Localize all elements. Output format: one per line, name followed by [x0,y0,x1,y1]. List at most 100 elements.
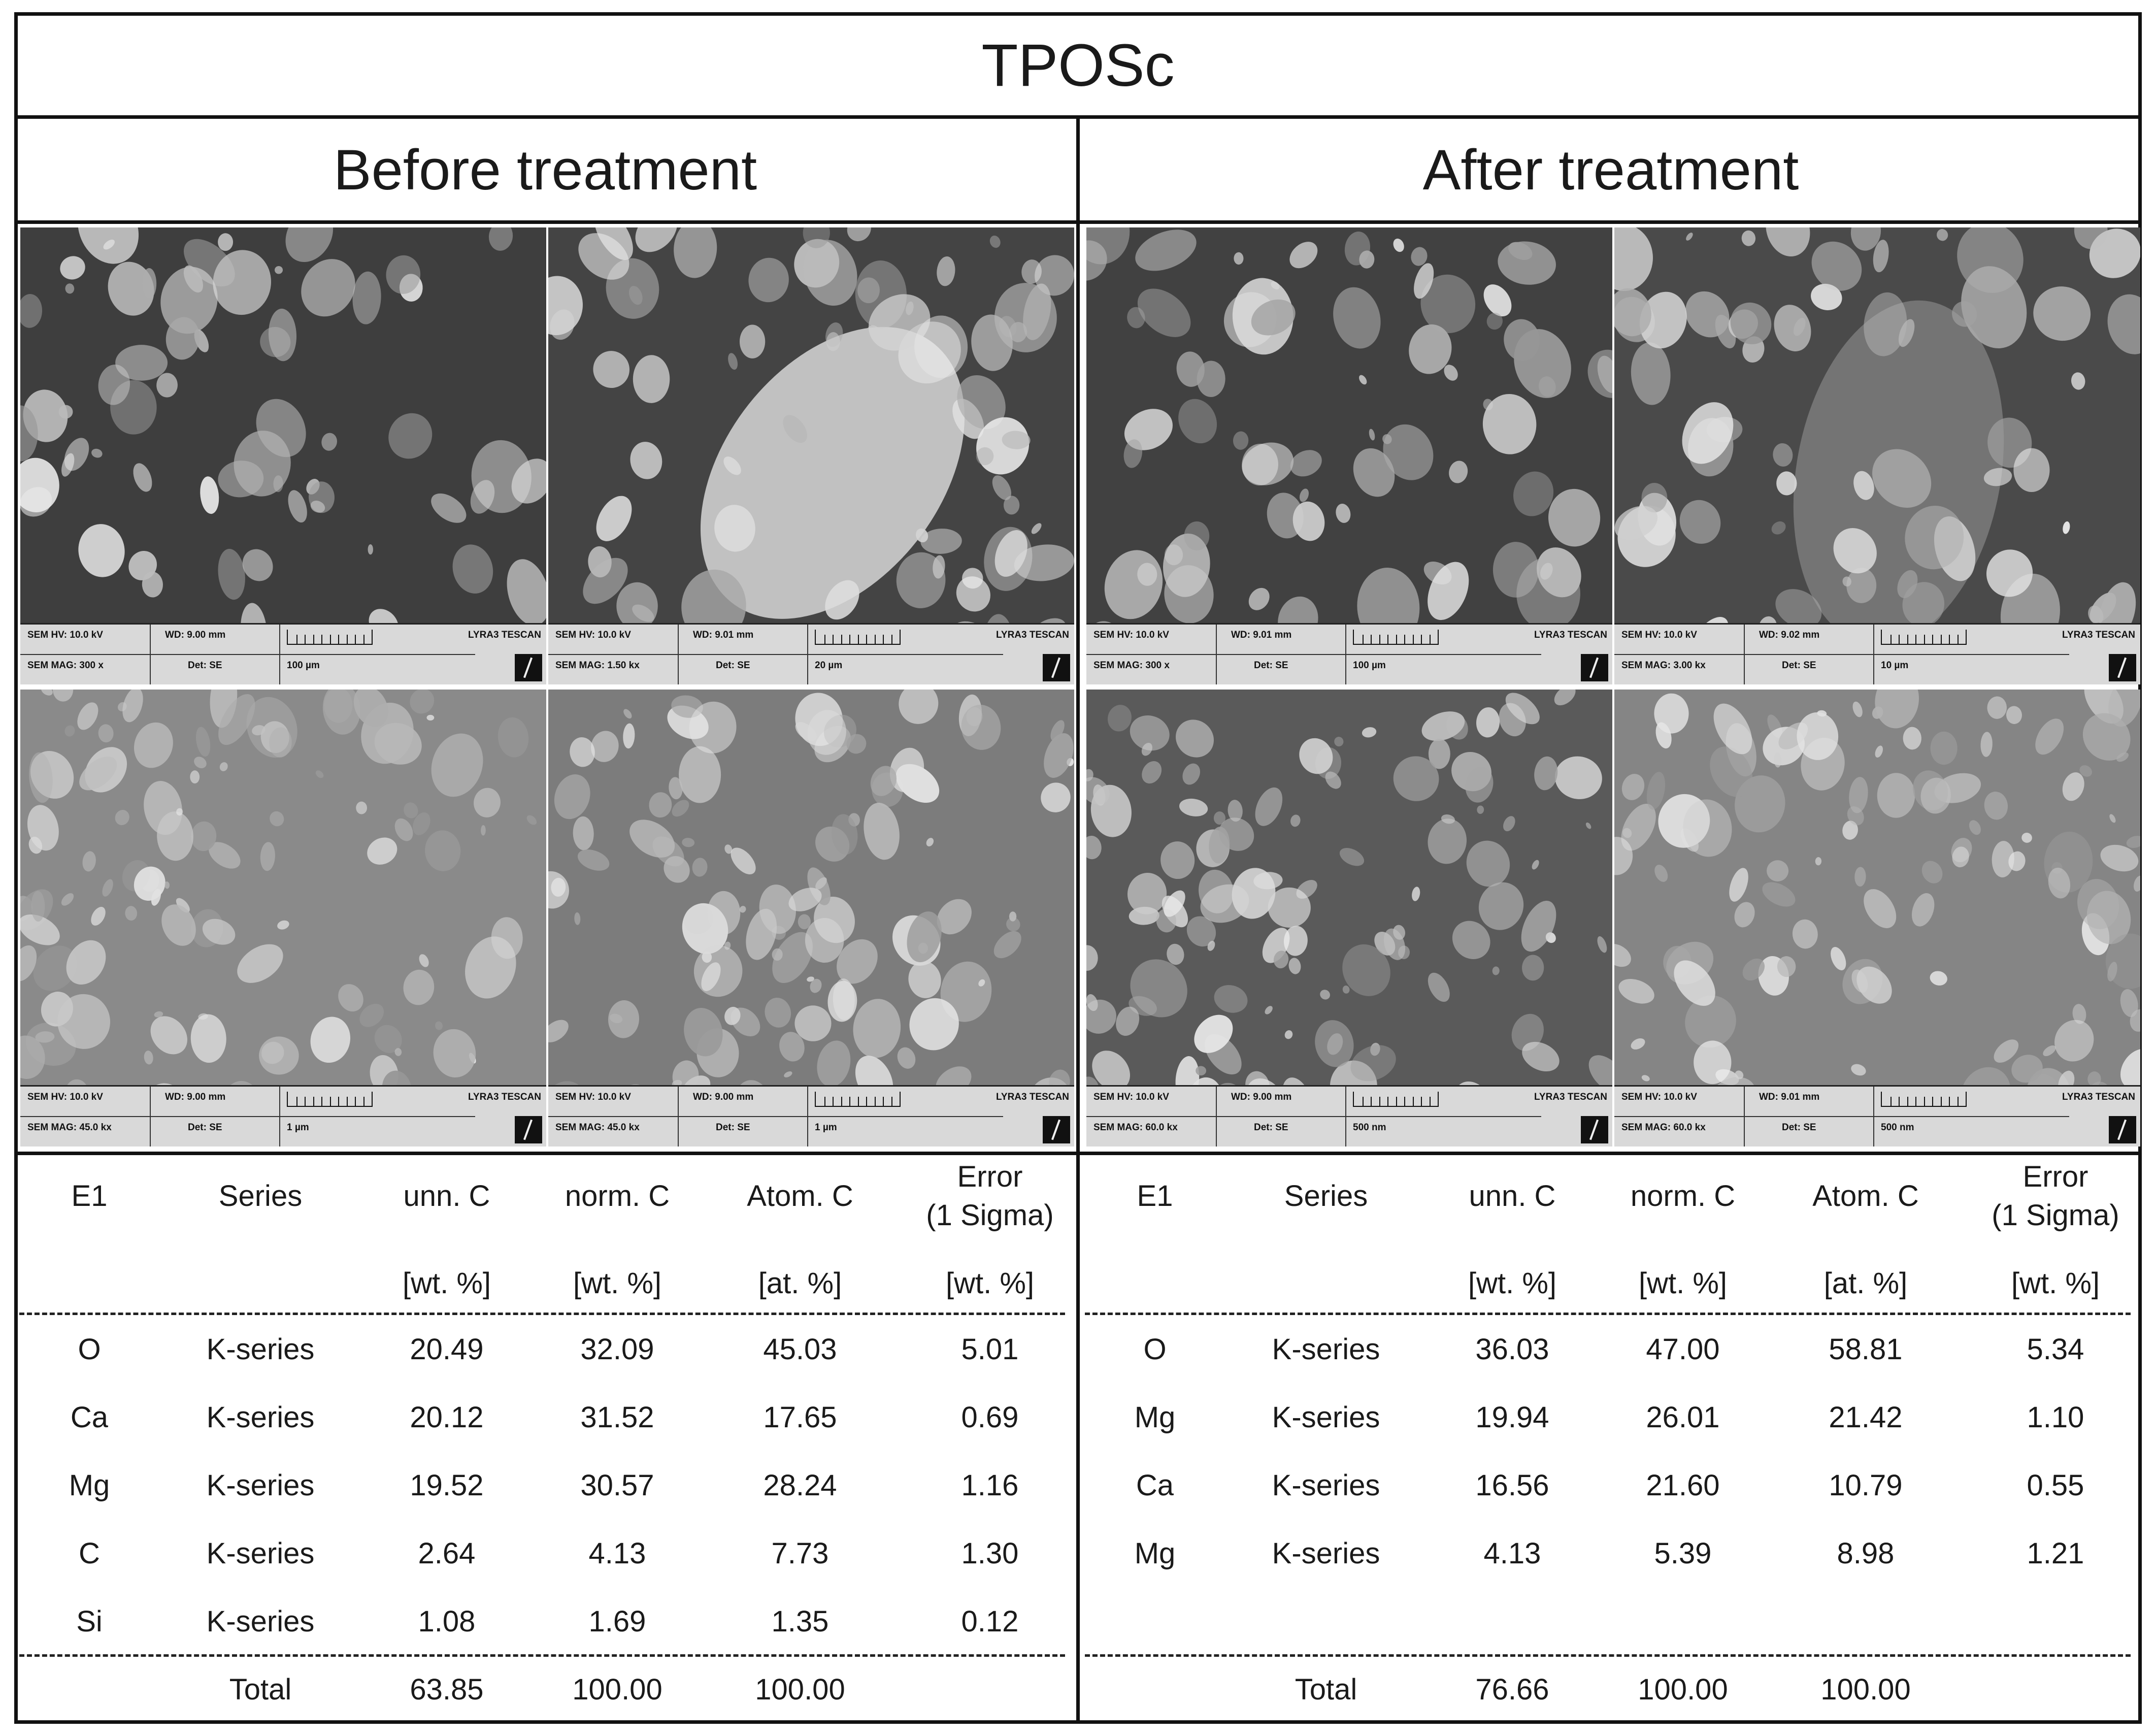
info-separator [1614,654,2069,655]
table-cell: 4.13 [588,1537,646,1570]
table-cell: 1.69 [588,1605,646,1638]
table-cell: 7.73 [771,1537,829,1570]
table-cell: C [79,1537,100,1570]
unit-label: [wt. %] [1638,1267,1728,1300]
sem-hv-label: SEM HV: 10.0 kV [555,630,631,640]
sem-scale-label: 10 µm [1881,660,1909,671]
sem-wd-label: WD: 9.01 mm [1231,630,1292,640]
sem-hv-label: SEM HV: 10.0 kV [27,630,103,640]
table-cell: K-series [206,1605,315,1638]
particle-texture [1086,690,1612,1147]
sem-wd-label: WD: 9.00 mm [165,630,226,640]
table-cell: 0.69 [961,1401,1019,1434]
sem-info-bar: SEM HV: 10.0 kV WD: 9.01 mm SEM MAG: 1.50 … [548,623,1074,684]
particle-texture [1614,227,2140,684]
table-cell: 31.52 [580,1401,654,1434]
table-cell: Mg [69,1469,110,1502]
sem-micrograph: SEM HV: 10.0 kV WD: 9.00 mm SEM MAG: 45.0 … [20,690,546,1147]
total-rule [19,1654,1065,1657]
table-cell: 17.65 [763,1401,837,1434]
table-cell: K-series [1272,1401,1380,1434]
unit-label: [wt. %] [402,1267,491,1300]
sem-info-bar: SEM HV: 10.0 kV WD: 9.00 mm SEM MAG: 60.0 … [1086,1085,1612,1147]
tescan-logo-icon [2109,1116,2136,1143]
scale-bar [1353,630,1439,645]
table-cell: 19.52 [410,1469,484,1502]
tescan-logo-icon [2109,654,2136,681]
sem-brand-label: LYRA3 TESCAN [1534,1092,1607,1102]
table-cell: 28.24 [763,1469,837,1502]
table-cell: 30.57 [580,1469,654,1502]
sem-hv-label: SEM HV: 10.0 kV [1093,1092,1169,1102]
unit-label: [wt. %] [945,1267,1035,1300]
unit-label: [wt. %] [2011,1267,2100,1300]
particle-texture [548,690,1074,1147]
scale-bar [287,630,373,645]
info-separator [20,654,475,655]
sem-det-label: Det: SE [188,1122,222,1133]
after-heading: After treatment [1422,138,1799,202]
table-cell: Ca [70,1401,109,1434]
table-cell: O [78,1333,101,1366]
sem-info-bar: SEM HV: 10.0 kV WD: 9.00 mm SEM MAG: 300 x… [20,623,546,684]
table-cell: 19.94 [1475,1401,1549,1434]
sem-mag-label: SEM MAG: 45.0 kx [27,1122,112,1133]
total-cell: Total [229,1673,292,1706]
sem-det-label: Det: SE [1254,1122,1288,1133]
tescan-logo-icon [1043,1116,1070,1143]
scale-bar [287,1092,373,1107]
table-cell: 1.21 [2027,1537,2084,1570]
sem-scale-label: 100 µm [1353,660,1386,671]
sem-info-bar: SEM HV: 10.0 kV WD: 9.01 mm SEM MAG: 300 x… [1086,623,1612,684]
sem-det-label: Det: SE [716,660,750,671]
table-cell: 58.81 [1829,1333,1903,1366]
info-separator [1086,1116,1541,1117]
particle-texture [1086,227,1612,684]
tescan-logo-icon [515,654,542,681]
table-cell: 5.39 [1654,1537,1712,1570]
column-header: norm. C [1630,1180,1736,1213]
table-cell: 10.79 [1829,1469,1903,1502]
sem-scale-label: 20 µm [815,660,843,671]
column-header: unn. C [403,1180,490,1213]
before-heading: Before treatment [333,138,757,202]
column-header: E1 [1137,1180,1173,1213]
info-separator [548,654,1003,655]
sem-brand-label: LYRA3 TESCAN [2062,1092,2135,1102]
sem-brand-label: LYRA3 TESCAN [1534,630,1607,640]
table-cell: 5.34 [2027,1333,2084,1366]
sem-mag-label: SEM MAG: 45.0 kx [555,1122,640,1133]
unit-label: [at. %] [758,1267,842,1300]
table-cell: K-series [1272,1333,1380,1366]
table-cell: 1.16 [961,1469,1019,1502]
sem-micrograph: SEM HV: 10.0 kV WD: 9.00 mm SEM MAG: 45.0 … [548,690,1074,1147]
tescan-logo-icon [1581,654,1608,681]
table-cell: K-series [206,1469,315,1502]
unit-label: [wt. %] [1468,1267,1557,1300]
particle-texture [20,227,546,684]
sem-brand-label: LYRA3 TESCAN [468,630,541,640]
info-separator [1086,654,1541,655]
sem-micrograph: SEM HV: 10.0 kV WD: 9.01 mm SEM MAG: 60.0 … [1614,690,2140,1147]
sem-wd-label: WD: 9.01 mm [1759,1092,1820,1102]
total-cell: 100.00 [572,1673,662,1706]
table-cell: 21.60 [1646,1469,1720,1502]
sem-det-label: Det: SE [1254,660,1288,671]
sem-scale-label: 100 µm [287,660,320,671]
table-cell: K-series [206,1333,315,1366]
sem-hv-label: SEM HV: 10.0 kV [1093,630,1169,640]
sem-micrograph: SEM HV: 10.0 kV WD: 9.00 mm SEM MAG: 300 x… [20,227,546,684]
table-cell: 47.00 [1646,1333,1720,1366]
sem-brand-label: LYRA3 TESCAN [2062,630,2135,640]
sem-wd-label: WD: 9.00 mm [165,1092,226,1102]
total-cell: 76.66 [1475,1673,1549,1706]
sem-micrograph: SEM HV: 10.0 kV WD: 9.01 mm SEM MAG: 1.50 … [548,227,1074,684]
sem-mag-label: SEM MAG: 300 x [27,660,104,671]
sem-info-bar: SEM HV: 10.0 kV WD: 9.00 mm SEM MAG: 45.0 … [548,1085,1074,1147]
total-cell: 100.00 [1820,1673,1911,1706]
table-cell: 2.64 [418,1537,476,1570]
sem-mag-label: SEM MAG: 60.0 kx [1621,1122,1706,1133]
table-cell: 8.98 [1837,1537,1895,1570]
table-cell: 4.13 [1483,1537,1541,1570]
header-rule [19,1313,1065,1315]
